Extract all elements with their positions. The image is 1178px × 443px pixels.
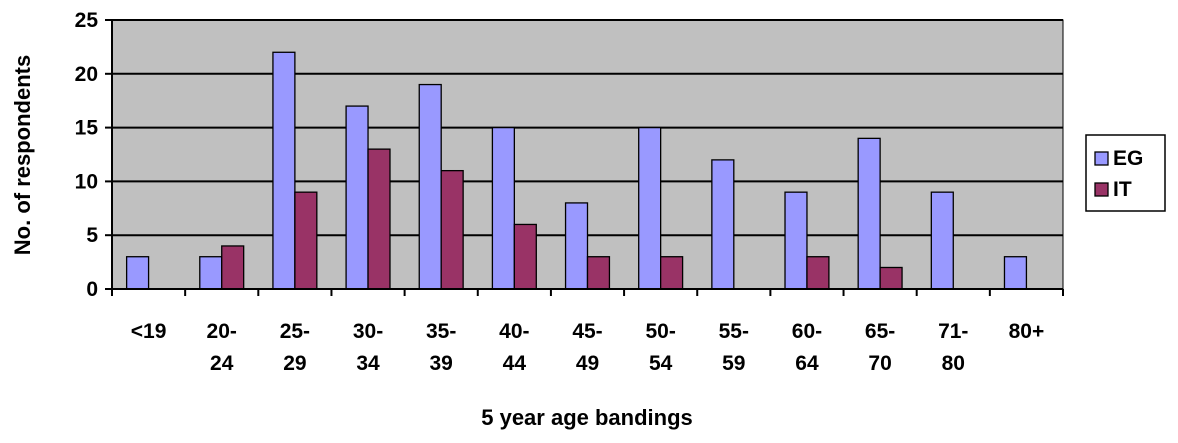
- legend-swatch-eg: [1094, 151, 1109, 166]
- x-tick-label: <19: [131, 320, 167, 343]
- bar-eg: [857, 137, 881, 290]
- legend: EG IT: [1085, 134, 1166, 212]
- bar-it: [513, 223, 537, 290]
- y-tick-label: 0: [86, 278, 98, 301]
- x-tick-label: 35-39: [426, 320, 456, 375]
- bar-eg: [638, 126, 662, 290]
- x-tick-label: 25-29: [280, 320, 310, 375]
- bar-it: [586, 256, 611, 290]
- x-tick-label: 60-64: [792, 320, 822, 375]
- y-tick-label: 25: [75, 9, 99, 32]
- x-axis-title: 5 year age bandings: [481, 405, 693, 430]
- legend-swatch-it: [1094, 182, 1109, 197]
- legend-label-it: IT: [1113, 178, 1132, 201]
- y-tick-label: 5: [86, 224, 98, 247]
- bar-eg: [125, 256, 150, 290]
- y-tick-label: 20: [75, 63, 98, 86]
- x-tick-labels: <19 20-24 25-29 30-34 35-39 40-44 45-49 50-54 55…: [131, 320, 1044, 375]
- bar-eg: [272, 51, 296, 290]
- x-tick-label: 50-54: [645, 320, 675, 375]
- x-tick-label: 45-49: [572, 320, 602, 375]
- bar-it: [660, 256, 684, 290]
- x-tick-label: 40-44: [499, 320, 529, 375]
- x-tick-label: 20-24: [207, 320, 237, 375]
- x-tick-label: 30-34: [353, 320, 383, 375]
- bar-eg: [491, 126, 515, 290]
- bar-it: [440, 169, 464, 290]
- x-tick-label: 71-80: [938, 320, 968, 375]
- y-axis-title: No. of respondents: [10, 55, 35, 255]
- bar-eg: [784, 191, 808, 290]
- axes: [105, 19, 1064, 296]
- bar-eg: [418, 83, 442, 290]
- bar-it: [294, 191, 318, 290]
- x-tick-label: 80+: [1009, 320, 1045, 343]
- bar-eg: [199, 256, 223, 290]
- y-tick-label: 10: [75, 170, 98, 193]
- bar-it: [806, 256, 830, 290]
- x-tick-label: 55-59: [719, 320, 749, 375]
- bar-it: [879, 266, 903, 290]
- gridlines: [112, 19, 1063, 237]
- y-tick-label: 15: [75, 117, 99, 140]
- bar-eg: [345, 105, 369, 290]
- bar-eg: [564, 202, 589, 290]
- x-tick-label: 65-70: [865, 320, 895, 375]
- legend-box: [1085, 134, 1166, 212]
- bar-it: [367, 148, 391, 290]
- bar-it: [221, 245, 245, 290]
- bar-eg: [930, 191, 954, 290]
- bar-eg: [711, 159, 735, 290]
- y-tick-labels: 0 5 10 15 20 25: [75, 9, 99, 301]
- plot-border: [111, 19, 1064, 290]
- legend-label-eg: EG: [1113, 147, 1143, 170]
- bar-eg: [1003, 256, 1028, 290]
